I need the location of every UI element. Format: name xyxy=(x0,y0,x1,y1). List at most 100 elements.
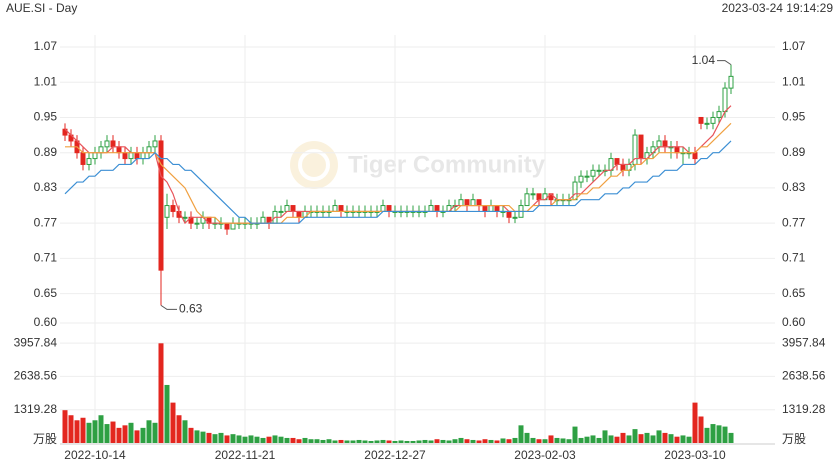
volume-bar xyxy=(452,439,458,443)
volume-bar xyxy=(362,440,368,443)
volume-bar xyxy=(542,439,548,443)
volume-bar xyxy=(590,435,596,443)
y-tick-label-right: 0.60 xyxy=(782,315,806,329)
x-tick-label: 2022-10-14 xyxy=(64,448,126,462)
volume-bar xyxy=(92,420,98,443)
volume-bar xyxy=(278,436,284,443)
volume-bar xyxy=(188,427,194,443)
watermark-logo-ring xyxy=(298,149,330,181)
volume-bar xyxy=(500,438,506,443)
volume-bar xyxy=(380,439,386,443)
candle-body xyxy=(434,205,440,212)
volume-bar xyxy=(356,439,362,443)
candle-body xyxy=(230,222,236,230)
volume-bar xyxy=(566,439,572,443)
candle-body xyxy=(470,199,476,207)
volume-bar xyxy=(260,437,266,443)
volume-bar xyxy=(548,435,554,443)
volume-bar xyxy=(710,424,716,443)
volume-bar xyxy=(620,432,626,443)
candle-body xyxy=(224,222,230,230)
volume-bar xyxy=(350,440,356,443)
volume-bar xyxy=(68,415,74,443)
volume-bar xyxy=(284,437,290,443)
volume-bar xyxy=(62,410,68,443)
y-tick-label: 1.01 xyxy=(34,74,58,88)
volume-bar xyxy=(422,439,428,443)
volume-bar xyxy=(164,384,170,443)
volume-bar xyxy=(722,426,728,443)
y-tick-label: 0.83 xyxy=(34,180,58,194)
volume-bar xyxy=(482,439,488,443)
y-tick-label-right: 1.01 xyxy=(782,74,806,88)
candle-body xyxy=(164,205,170,218)
chart-title: AUE.SI - Day xyxy=(6,1,77,15)
volume-bar xyxy=(428,440,434,443)
volume-bar xyxy=(344,440,350,443)
volume-bar xyxy=(674,436,680,443)
y-tick-label-right: 2638.56 xyxy=(782,369,826,383)
y-tick-label-right: 1.07 xyxy=(782,39,806,53)
volume-bar xyxy=(596,437,602,443)
volume-bar xyxy=(368,440,374,443)
volume-bar xyxy=(434,439,440,443)
y-tick-label: 2638.56 xyxy=(14,369,58,383)
volume-bar xyxy=(386,440,392,443)
volume-bar xyxy=(314,439,320,443)
volume-bar xyxy=(116,427,122,443)
volume-bar xyxy=(602,430,608,443)
candle-body xyxy=(428,205,434,212)
volume-bar xyxy=(446,440,452,443)
candle-body xyxy=(86,158,92,165)
x-tick-label: 2023-03-10 xyxy=(664,448,726,462)
volume-bar xyxy=(638,434,644,443)
candle-body xyxy=(692,152,698,160)
candle-body xyxy=(98,146,104,154)
volume-bar xyxy=(182,420,188,443)
volume-bar xyxy=(254,436,260,443)
low-annotation: 0.63 xyxy=(179,302,203,316)
volume-bar xyxy=(524,432,530,443)
volume-bar xyxy=(614,436,620,443)
volume-bar xyxy=(518,425,524,443)
volume-bar xyxy=(134,430,140,443)
volume-bar xyxy=(464,439,470,443)
candle-body xyxy=(578,175,584,183)
candle-body xyxy=(338,205,344,212)
candle-body xyxy=(704,122,710,125)
high-annotation: 1.04 xyxy=(692,53,716,67)
candle-body xyxy=(116,146,122,154)
volume-bar xyxy=(98,415,104,443)
candle-body xyxy=(710,116,716,124)
volume-bar xyxy=(296,439,302,443)
volume-bar xyxy=(326,439,332,443)
volume-bar xyxy=(554,437,560,443)
volume-bar xyxy=(692,402,698,443)
candle-body xyxy=(524,193,530,207)
candle-body xyxy=(260,216,266,224)
volume-bar xyxy=(584,436,590,443)
candle-body xyxy=(494,205,500,212)
x-tick-label: 2023-02-03 xyxy=(514,448,576,462)
volume-bar xyxy=(86,422,92,443)
volume-bar xyxy=(662,432,668,443)
volume-bar xyxy=(560,438,566,443)
volume-bar xyxy=(470,439,476,443)
volume-bar xyxy=(704,427,710,443)
volume-bar xyxy=(716,425,722,443)
candle-body xyxy=(128,152,134,160)
candle-body xyxy=(194,222,200,225)
candle-body xyxy=(290,205,296,212)
candle-body xyxy=(122,152,128,160)
volume-bar xyxy=(290,437,296,443)
volume-bar xyxy=(200,431,206,443)
candle-body xyxy=(596,169,602,172)
volume-bar xyxy=(308,439,314,443)
x-tick-label: 2022-12-27 xyxy=(364,448,426,462)
candle-body xyxy=(80,152,86,165)
x-tick-label: 2022-11-21 xyxy=(215,448,276,462)
candle-body xyxy=(146,146,152,154)
volume-bar xyxy=(230,434,236,443)
volume-bar xyxy=(626,435,632,443)
y-tick-label: 0.71 xyxy=(34,251,58,265)
